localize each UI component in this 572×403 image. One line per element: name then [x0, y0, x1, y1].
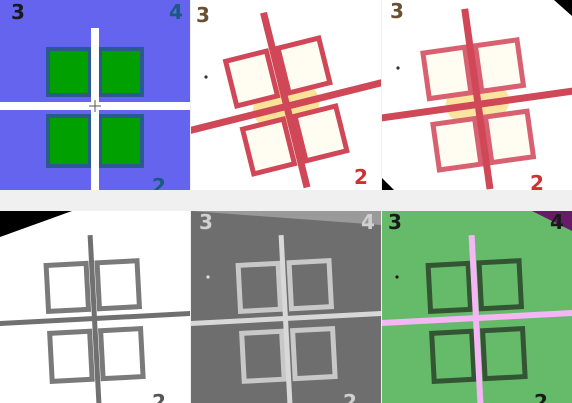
panel-grayscale-light: 2 [0, 211, 190, 403]
cross-vertical [260, 11, 311, 189]
panel-red-outline: 3 2 [191, 0, 381, 190]
label-bottom-right: 2 [530, 171, 544, 190]
cross-vertical [468, 235, 484, 403]
label-bottom-right: 2 [152, 174, 166, 190]
square-bottom-right [98, 114, 144, 168]
dust-speck [396, 66, 400, 70]
label-top-right: 4 [550, 211, 564, 234]
dust-speck [395, 275, 399, 279]
square-bottom-left [47, 328, 95, 384]
dust-speck [206, 275, 210, 279]
label-top-right: 4 [169, 0, 183, 24]
square-bottom-left [239, 328, 287, 384]
square-top-right [476, 258, 525, 312]
label-top-left: 3 [11, 0, 25, 24]
label-top-right: 4 [361, 211, 375, 234]
label-top-left: 3 [196, 3, 210, 27]
square-bottom-left [46, 114, 92, 168]
label-top-left: 3 [388, 211, 402, 234]
panel-red-rotated: 3 2 [382, 0, 572, 190]
square-top-right [98, 47, 144, 97]
label-top-left: 3 [199, 211, 213, 234]
label-bottom-right: 2 [343, 390, 357, 403]
square-bottom-right [291, 102, 350, 164]
square-top-left [420, 44, 474, 102]
label-bottom-right: 2 [152, 390, 166, 403]
square-bottom-right [97, 326, 146, 382]
panel-blue-image: 3 4 2 [0, 0, 190, 190]
panel-gray-light-image: 2 [0, 211, 190, 403]
square-bottom-right [479, 326, 528, 382]
panel-red-image: 3 2 [191, 0, 381, 190]
label-bottom-right: 2 [534, 390, 548, 403]
square-top-left [222, 48, 281, 109]
square-bottom-right [289, 325, 338, 382]
square-top-left [425, 260, 474, 315]
panel-green-image: 3 4 2 [382, 211, 572, 403]
square-top-left [43, 260, 92, 315]
square-bottom-left [239, 116, 298, 177]
panel-gray-dark-image: 3 4 2 [191, 211, 381, 403]
square-top-left [235, 260, 284, 314]
cross-vertical [461, 8, 494, 190]
panel-red-rotated-image: 3 2 [382, 0, 572, 190]
panel-grayscale-dark: 3 4 2 [191, 211, 381, 403]
square-bottom-left [430, 115, 484, 173]
panel-blue-colormap: 3 4 2 [0, 0, 190, 190]
square-bottom-right [482, 108, 537, 166]
square-top-left [46, 47, 92, 97]
cross-vertical [87, 235, 102, 403]
square-top-right [472, 37, 527, 95]
cross-vertical [278, 235, 293, 403]
panel-green-overlay: 3 4 2 [382, 211, 572, 403]
square-bottom-left [429, 328, 477, 384]
label-bottom-right: 2 [354, 165, 368, 189]
square-top-right [286, 258, 335, 312]
rotation-corner [0, 211, 72, 237]
square-top-right [275, 35, 333, 96]
square-top-right [94, 258, 143, 312]
dust-speck [204, 75, 208, 79]
label-top-left: 3 [390, 0, 404, 23]
